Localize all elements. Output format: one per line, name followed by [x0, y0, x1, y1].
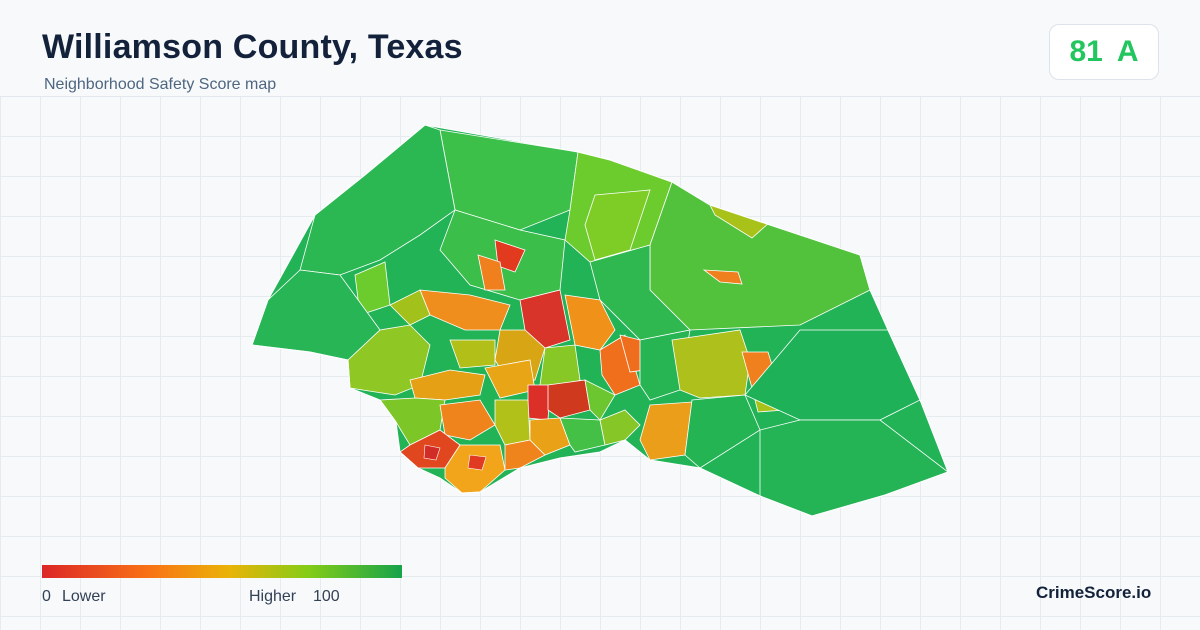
legend-max-label: Higher [249, 588, 297, 605]
legend-min-value: 0 [42, 588, 51, 605]
region [671, 329, 751, 399]
region [423, 444, 441, 461]
score-grade: A [1116, 35, 1139, 68]
brand-name[interactable]: CrimeScore.io [1036, 583, 1152, 602]
legend-min-label: Lower [62, 588, 106, 605]
region [439, 399, 496, 441]
region [527, 384, 551, 421]
county-outline [251, 124, 949, 517]
region [702, 269, 743, 285]
region [684, 394, 761, 469]
score-value: 81 [1069, 35, 1103, 68]
region [347, 324, 431, 396]
region [547, 379, 591, 419]
legend-max-value: 100 [313, 588, 340, 605]
region [389, 289, 431, 326]
region [599, 409, 641, 446]
page-title: Williamson County, Texas [42, 28, 463, 66]
score-badge: 81 A [1049, 24, 1159, 80]
region [477, 254, 506, 291]
region [639, 401, 693, 461]
region [519, 289, 571, 349]
region [564, 294, 616, 351]
region [584, 189, 651, 261]
legend-color-bar [42, 565, 402, 578]
page-subtitle: Neighborhood Safety Score map [44, 76, 277, 93]
region [529, 417, 571, 456]
header [0, 0, 1200, 97]
region [559, 417, 606, 453]
region [494, 239, 526, 273]
region [467, 454, 487, 471]
region [504, 439, 546, 471]
county-regions [252, 125, 948, 516]
region [449, 339, 496, 369]
